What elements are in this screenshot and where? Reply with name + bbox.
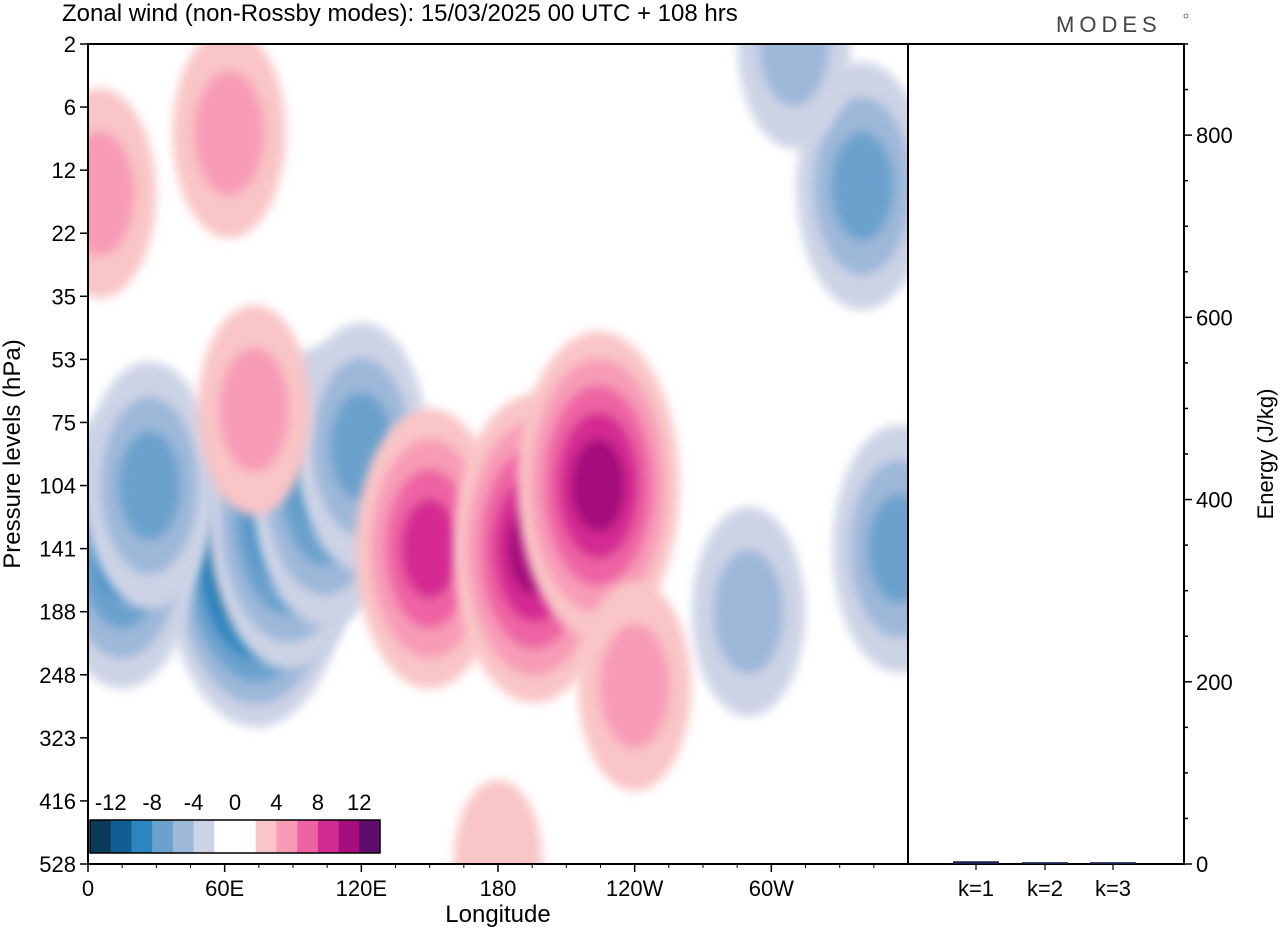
y-tick-label: 2 — [64, 32, 76, 57]
x-tick-label: 60E — [205, 876, 244, 901]
bar-plot-frame — [907, 43, 1185, 865]
colorbar-frame — [89, 819, 381, 854]
wind-blob — [88, 361, 216, 610]
x-tick-label: 60W — [749, 876, 794, 901]
colorbar-cell — [235, 820, 257, 853]
colorbar-label: -12 — [95, 790, 127, 815]
contour-band — [88, 130, 135, 256]
y-tick-label: 53 — [52, 347, 76, 372]
y-tick-label: 416 — [39, 789, 76, 814]
wind-blob — [172, 44, 286, 239]
energy-bar — [953, 861, 999, 864]
bar-y-axis-ticks: 0 200 400 600 800 — [1184, 43, 1233, 877]
contour-band — [454, 779, 542, 864]
wind-blob — [737, 44, 851, 149]
contour-band — [570, 438, 626, 533]
wind-blob — [517, 331, 680, 640]
colorbar-cell — [90, 820, 112, 853]
colorbar-cell — [317, 820, 340, 853]
colorbar-label: -4 — [184, 790, 204, 815]
colorbar-cell — [152, 820, 174, 853]
contour-band — [118, 430, 181, 541]
modes-logo: MODES — [1056, 12, 1162, 37]
x-axis-label: Longitude — [445, 901, 550, 928]
energy-bar-chart: 0 200 400 600 800 k=1 k=2 k=3 Energy (J/kg) — [907, 43, 1278, 901]
colorbar-cell — [338, 820, 360, 853]
colorbar-cell — [297, 820, 319, 853]
energy-bar — [1090, 862, 1136, 864]
bar-y-tick-label: 400 — [1196, 488, 1233, 513]
contour-band — [831, 131, 894, 241]
bar-x-tick-label: k=2 — [1027, 876, 1063, 901]
bar-y-tick-label: 800 — [1196, 123, 1233, 148]
colorbar-cell — [359, 820, 381, 853]
wind-field — [88, 44, 908, 864]
energy-bar — [1022, 862, 1068, 864]
colorbar-cell — [110, 820, 132, 853]
contour-band — [758, 44, 830, 107]
chart-title: Zonal wind (non-Rossby modes): 15/03/202… — [62, 0, 738, 27]
colorbar-cell — [172, 820, 195, 853]
y-tick-label: 323 — [39, 726, 76, 751]
y-tick-label: 35 — [52, 284, 76, 309]
contour-band — [713, 549, 784, 675]
bar-y-tick-label: 600 — [1196, 305, 1233, 330]
bar-y-tick-label: 0 — [1196, 852, 1208, 877]
heatmap-plot: 2 6 12 22 35 53 75 104 141 188 248 323 416 528 0 60E 12… — [0, 32, 909, 928]
wind-blob — [692, 506, 805, 717]
contour-band — [400, 498, 459, 599]
x-tick-label: 0 — [82, 876, 94, 901]
colorbar: -12 -8 -4 0 4 8 12 — [89, 790, 381, 854]
colorbar-cell — [276, 820, 298, 853]
colorbar-labels: -12 -8 -4 0 4 8 12 — [95, 790, 372, 815]
colorbar-cell — [131, 820, 153, 853]
wind-blob — [832, 424, 908, 673]
y-tick-label: 22 — [52, 221, 76, 246]
y-tick-label: 75 — [52, 410, 76, 435]
contour-band — [219, 347, 290, 473]
bar-x-axis-labels: k=1 k=2 k=3 — [958, 864, 1131, 901]
colorbar-cell — [214, 820, 236, 853]
y-axis-ticks: 2 6 12 22 35 53 75 104 141 188 248 323 416 528 — [39, 32, 88, 877]
bar-x-tick-label: k=1 — [958, 876, 994, 901]
bar-y-tick-label: 200 — [1196, 670, 1233, 695]
contour-band — [194, 70, 265, 196]
y-tick-label: 104 — [39, 474, 76, 499]
x-tick-label: 180 — [480, 876, 517, 901]
wind-blob — [197, 305, 311, 515]
colorbar-label: 12 — [347, 790, 371, 815]
x-tick-label: 120E — [336, 876, 387, 901]
colorbar-label: 8 — [312, 790, 324, 815]
colorbar-label: -8 — [142, 790, 162, 815]
y-tick-label: 141 — [39, 537, 76, 562]
y-tick-label: 528 — [39, 852, 76, 877]
colorbar-label: 0 — [229, 790, 241, 815]
logo-mark-icon — [1183, 13, 1189, 19]
x-tick-label: 120W — [606, 876, 664, 901]
wind-blob — [578, 581, 692, 791]
colorbar-label: 4 — [270, 790, 282, 815]
y-tick-label: 6 — [64, 95, 76, 120]
contour-band — [867, 493, 908, 604]
y-axis-label: Pressure levels (hPa) — [0, 339, 26, 568]
y-tick-label: 188 — [39, 600, 76, 625]
colorbar-cells — [90, 820, 381, 853]
y-tick-label: 248 — [39, 663, 76, 688]
wind-blob — [454, 779, 542, 864]
bar-x-tick-label: k=3 — [1095, 876, 1131, 901]
energy-bars — [953, 861, 1136, 864]
y-tick-label: 12 — [52, 158, 76, 183]
wind-blob — [88, 88, 156, 299]
contour-band — [599, 623, 670, 749]
colorbar-cell — [255, 820, 277, 853]
colorbar-cell — [193, 820, 215, 853]
energy-axis-label: Energy (J/kg) — [1253, 389, 1278, 520]
x-axis-ticks: 0 60E 120E 180 120W 60W — [82, 864, 875, 901]
